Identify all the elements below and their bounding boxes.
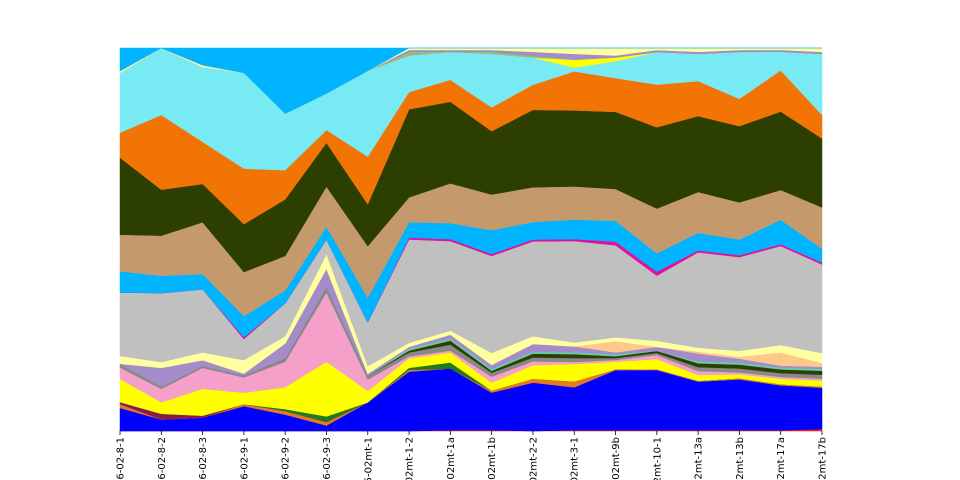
x-tick-label: 6-02-9-2 [281,437,292,480]
x-tick-label: 02mt-3-1 [570,437,581,480]
x-tick-label: 02mt-1b [487,437,498,480]
x-tick-label: 6-02-8-3 [198,437,209,480]
x-tick-label: 2mt-10-1 [652,437,663,480]
x-tick-label: 2mt-13a [694,437,705,480]
area-layers [119,47,823,432]
x-tick-label: 02mt-1-2 [405,437,416,480]
x-tick-label: 02mt-9b [611,437,622,480]
x-tick-label: 02mt-2-2 [528,437,539,480]
x-tick-label: 2mt-17b [818,437,829,480]
x-tick-label: 6-02-9-3 [322,437,333,480]
x-tick-label: 6-02-9-1 [239,437,250,480]
area-series-25 [119,47,822,114]
x-tick-label: 6-02-8-1 [116,437,127,480]
x-tick-label: 2mt-17a [776,437,787,480]
x-tick-label: 6-02-8-2 [157,437,168,480]
x-axis: 6-02-8-1 6-02-8-2 6-02-8-3 6-02-9-1 6-02-9-2… [116,431,829,480]
x-tick-label: 02mt-1a [446,437,457,480]
x-tick-label: 5-02mt-1 [363,437,374,480]
x-tick-label: 2mt-13b [735,437,746,480]
